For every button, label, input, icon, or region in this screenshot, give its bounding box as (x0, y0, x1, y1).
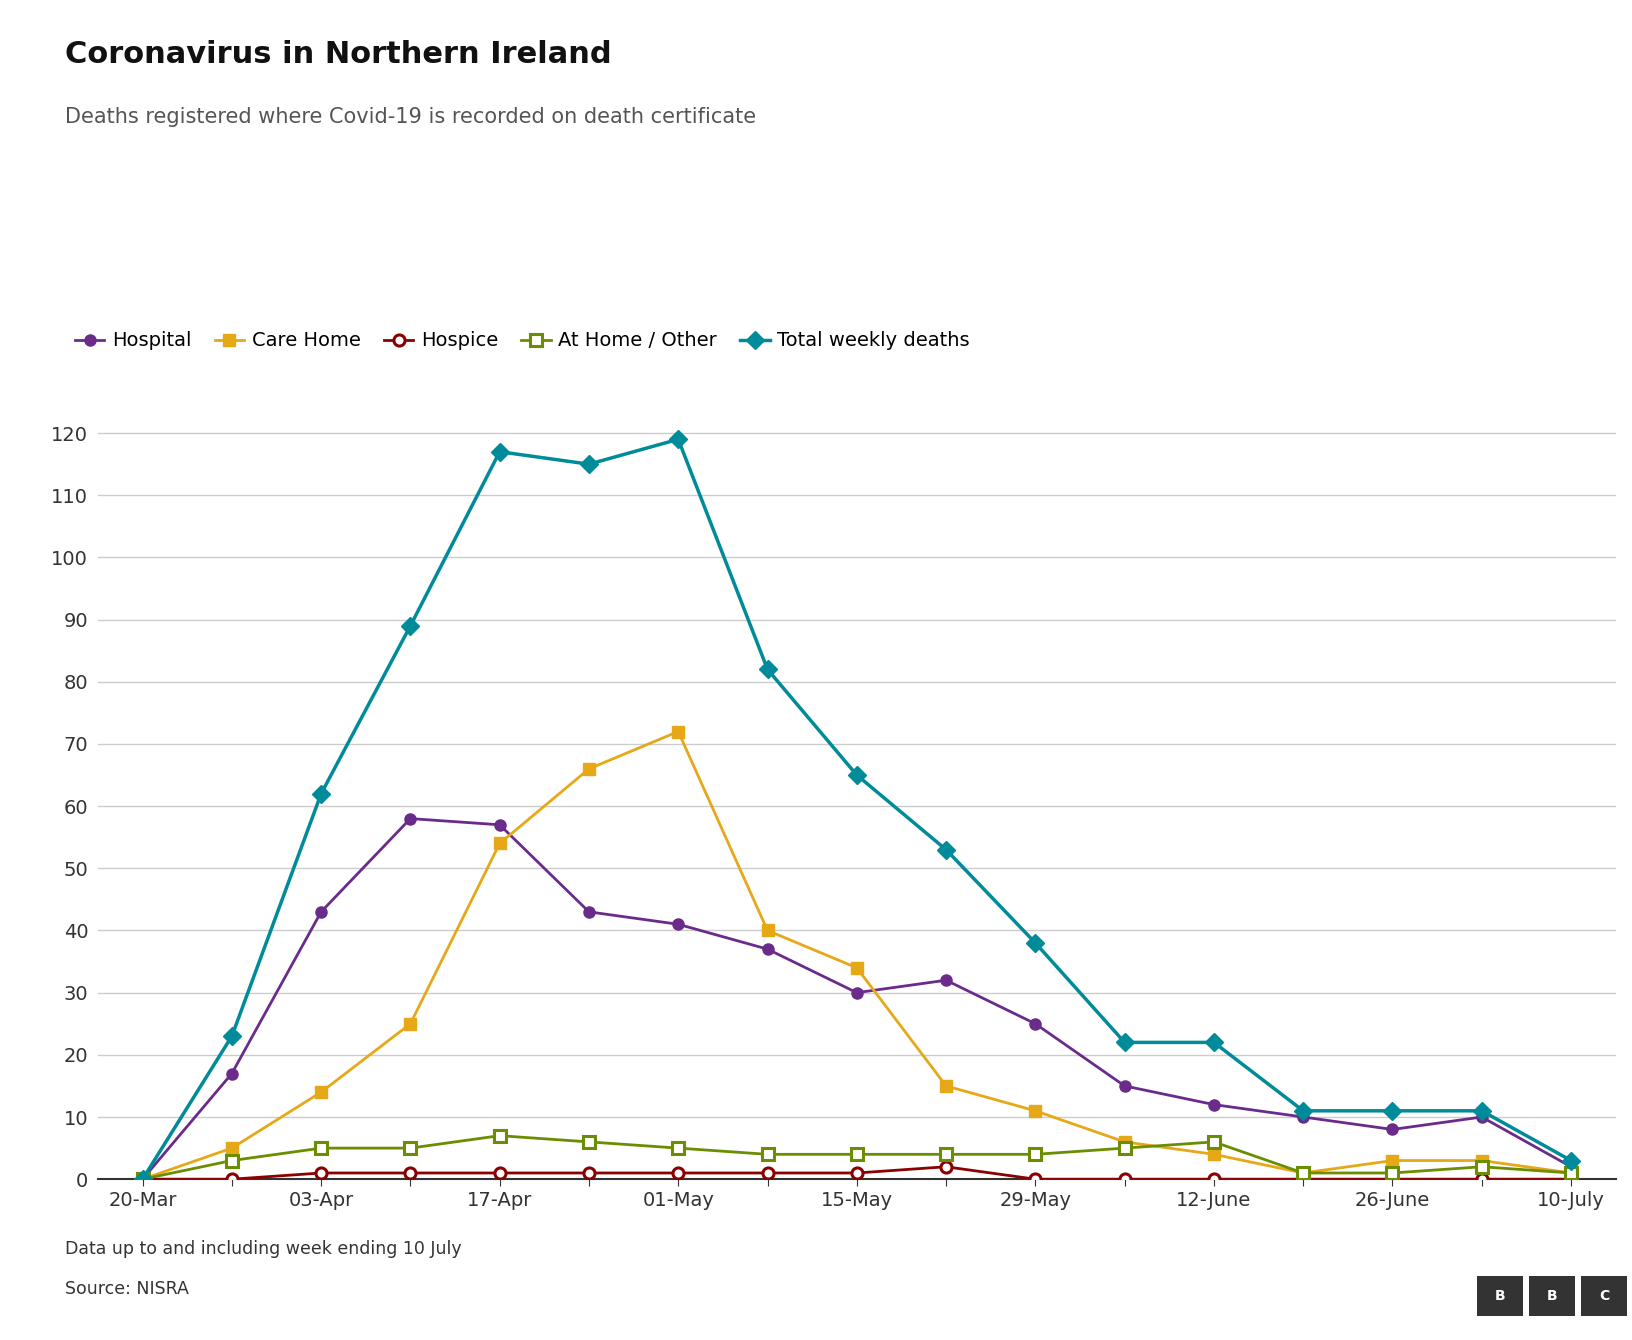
Text: Source: NISRA: Source: NISRA (65, 1280, 189, 1297)
Text: B: B (1495, 1289, 1505, 1302)
Legend: Hospital, Care Home, Hospice, At Home / Other, Total weekly deaths: Hospital, Care Home, Hospice, At Home / … (75, 331, 969, 350)
Text: Data up to and including week ending 10 July: Data up to and including week ending 10 … (65, 1240, 462, 1257)
Text: C: C (1599, 1289, 1609, 1302)
Text: Coronavirus in Northern Ireland: Coronavirus in Northern Ireland (65, 40, 612, 70)
Text: Deaths registered where Covid-19 is recorded on death certificate: Deaths registered where Covid-19 is reco… (65, 107, 756, 127)
Text: B: B (1547, 1289, 1557, 1302)
